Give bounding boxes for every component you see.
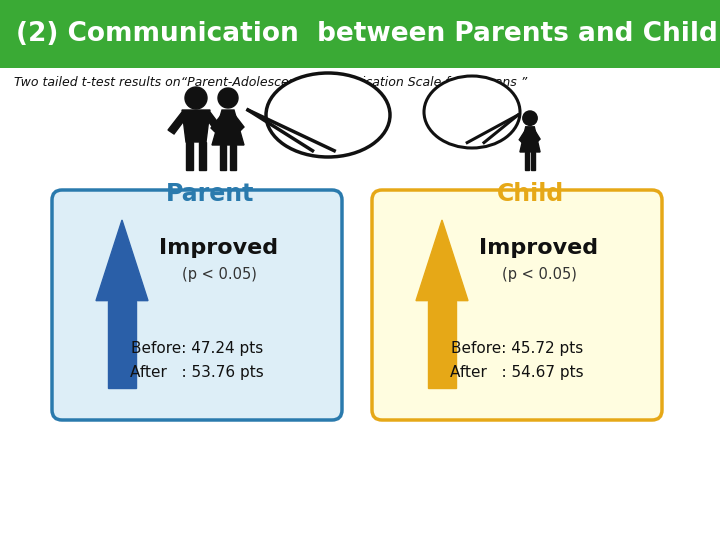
Circle shape: [523, 111, 537, 125]
Polygon shape: [428, 301, 456, 388]
Polygon shape: [199, 142, 206, 170]
Polygon shape: [531, 152, 535, 170]
Polygon shape: [232, 114, 244, 131]
Ellipse shape: [424, 76, 520, 148]
Polygon shape: [525, 152, 529, 170]
Text: (p < 0.05): (p < 0.05): [181, 267, 256, 281]
Polygon shape: [211, 114, 224, 132]
FancyBboxPatch shape: [52, 190, 342, 420]
Text: Child: Child: [496, 182, 564, 206]
Text: (2) Communication  between Parents and Child: (2) Communication between Parents and Ch…: [16, 21, 718, 47]
Polygon shape: [533, 130, 540, 142]
Text: After   : 53.76 pts: After : 53.76 pts: [130, 364, 264, 380]
Text: Before: 45.72 pts: Before: 45.72 pts: [451, 341, 583, 355]
Circle shape: [218, 88, 238, 108]
Polygon shape: [248, 110, 334, 151]
Text: Two tailed t-test results on“Parent-Adolescent Communication Scale for Koreans ”: Two tailed t-test results on“Parent-Adol…: [14, 76, 527, 89]
Polygon shape: [519, 130, 527, 143]
Polygon shape: [206, 112, 222, 132]
Polygon shape: [108, 301, 136, 388]
Text: Parent: Parent: [166, 182, 254, 206]
Bar: [0, 0, 720, 68]
Ellipse shape: [266, 73, 390, 157]
Polygon shape: [96, 220, 148, 301]
Text: After   : 54.67 pts: After : 54.67 pts: [450, 364, 584, 380]
Polygon shape: [220, 145, 226, 170]
Text: Before: 47.24 pts: Before: 47.24 pts: [131, 341, 263, 355]
Polygon shape: [520, 127, 540, 152]
Polygon shape: [186, 142, 193, 170]
FancyBboxPatch shape: [372, 190, 662, 420]
Polygon shape: [182, 110, 210, 142]
Circle shape: [185, 87, 207, 109]
Polygon shape: [416, 220, 468, 301]
Polygon shape: [168, 112, 186, 134]
Text: Improved: Improved: [480, 238, 598, 258]
Polygon shape: [467, 115, 518, 143]
Text: Improved: Improved: [159, 238, 279, 258]
Polygon shape: [230, 145, 236, 170]
Text: (p < 0.05): (p < 0.05): [502, 267, 577, 281]
Polygon shape: [212, 110, 244, 145]
